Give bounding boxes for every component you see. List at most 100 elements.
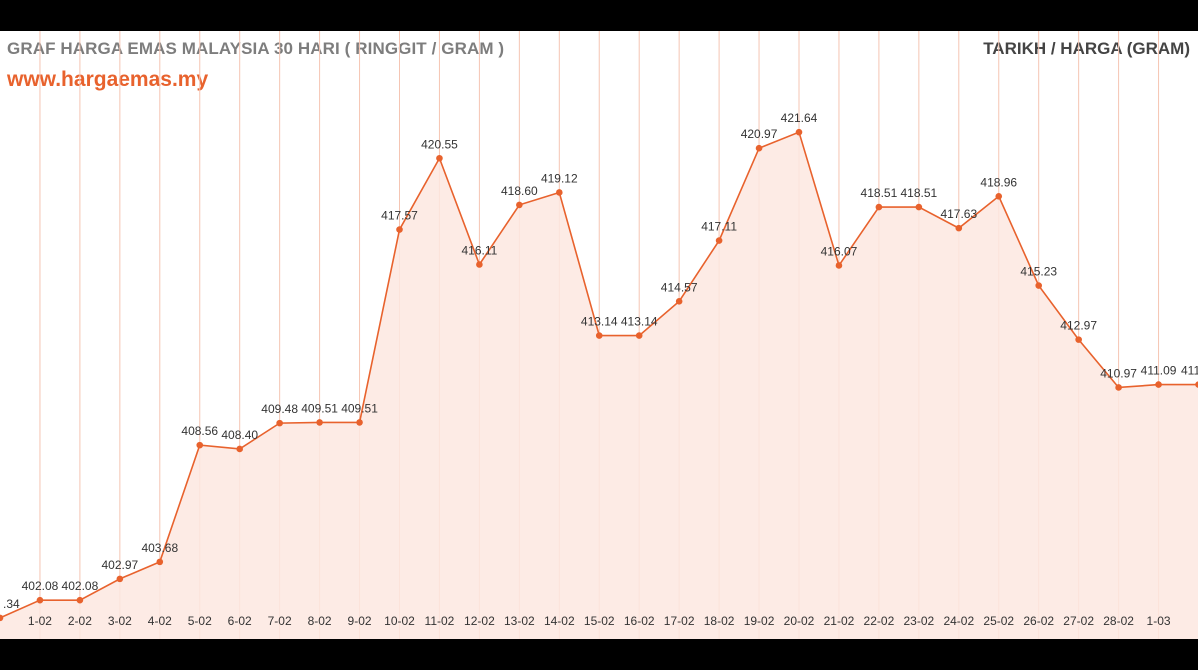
data-label: 413.14 (621, 315, 658, 329)
x-tick-label: 2-02 (68, 614, 92, 628)
data-label: 402.08 (62, 579, 99, 593)
chart-title: GRAF HARGA EMAS MALAYSIA 30 HARI ( RINGG… (7, 39, 505, 58)
data-label: 418.51 (861, 186, 898, 200)
data-point (196, 441, 204, 449)
data-label: 402.97 (101, 558, 138, 572)
data-point (76, 596, 84, 604)
data-point (556, 189, 563, 196)
data-point (396, 226, 403, 233)
data-point (316, 419, 323, 426)
x-tick-label: 22-02 (864, 614, 895, 628)
data-point (116, 575, 124, 583)
x-tick-label: 8-02 (308, 614, 332, 628)
data-label: 420.97 (741, 127, 778, 141)
data-point (835, 262, 843, 269)
x-tick-label: 10-02 (384, 614, 415, 628)
data-point (675, 298, 683, 305)
data-point (36, 596, 44, 604)
x-tick-label: 5-02 (188, 614, 212, 628)
x-tick-label: 26-02 (1023, 614, 1054, 628)
x-tick-label: 25-02 (983, 614, 1014, 628)
data-label: 418.96 (980, 175, 1017, 189)
data-label: 417.57 (381, 209, 418, 223)
data-point (516, 201, 523, 209)
data-label: 421.64 (781, 111, 818, 125)
data-point (635, 332, 643, 339)
data-label: 410.97 (1100, 366, 1137, 380)
data-point (755, 144, 763, 152)
data-label: 409.48 (261, 402, 298, 416)
data-label: 416.07 (821, 244, 858, 258)
area-fill (0, 132, 1198, 639)
x-tick-label: 4-02 (148, 614, 172, 628)
x-tick-label: 15-02 (584, 614, 615, 628)
data-point (156, 558, 164, 566)
x-tick-label: 7-02 (268, 614, 292, 628)
x-tick-label: 18-02 (704, 614, 735, 628)
data-point (1155, 381, 1162, 388)
x-tick-label: 19-02 (744, 614, 775, 628)
data-label: 417.63 (940, 207, 977, 221)
x-tick-label: 12-02 (464, 614, 495, 628)
data-point (995, 193, 1003, 200)
data-point (915, 203, 923, 211)
data-label: 415.23 (1020, 265, 1057, 279)
x-axis-ticks: 1-02 2-02 3-02 4-02 5-02 6-02 7-02 8-02 9-02 10-0… (28, 614, 1171, 628)
chart-legend: TARIKH / HARGA (GRAM) (983, 39, 1190, 58)
x-tick-label: 1-02 (28, 614, 52, 628)
x-tick-label: 17-02 (664, 614, 695, 628)
data-point (1035, 282, 1042, 289)
x-tick-label: 20-02 (784, 614, 815, 628)
data-label: 412.97 (1060, 319, 1097, 333)
x-tick-label: 23-02 (903, 614, 934, 628)
data-label: 408.40 (221, 428, 258, 442)
x-tick-label: 3-02 (108, 614, 132, 628)
x-tick-label: 24-02 (943, 614, 974, 628)
data-point (795, 128, 803, 136)
x-tick-label: 13-02 (504, 614, 535, 628)
data-label: 402.08 (22, 579, 59, 593)
x-tick-label: 27-02 (1063, 614, 1094, 628)
x-tick-label: 1-03 (1147, 614, 1171, 628)
data-label: .34 (3, 597, 20, 611)
x-tick-label: 21-02 (824, 614, 855, 628)
data-point (0, 614, 4, 622)
x-tick-label: 11-02 (425, 614, 455, 628)
data-point (476, 261, 483, 268)
x-tick-label: 14-02 (544, 614, 575, 628)
data-point (1115, 384, 1122, 391)
data-label: 413.14 (581, 315, 618, 329)
x-tick-label: 28-02 (1103, 614, 1134, 628)
data-label: 409.51 (341, 401, 378, 415)
data-label: 409.51 (301, 401, 338, 415)
data-point (875, 203, 883, 211)
data-label: 417.11 (701, 220, 737, 234)
data-point (955, 224, 963, 232)
data-point (1075, 336, 1082, 343)
data-label: 416.11 (461, 243, 497, 257)
data-label: 418.51 (900, 186, 937, 200)
data-point (236, 445, 243, 453)
data-label: 418.60 (501, 184, 538, 198)
x-tick-label: 9-02 (348, 614, 372, 628)
data-point (1195, 381, 1198, 388)
chart-frame: GRAF HARGA EMAS MALAYSIA 30 HARI ( RINGG… (0, 31, 1198, 639)
data-point (595, 332, 603, 339)
data-label: 408.56 (181, 424, 218, 438)
data-point (715, 237, 723, 244)
data-label: 411 (1181, 364, 1198, 378)
site-link[interactable]: www.hargaemas.my (7, 68, 209, 91)
x-tick-label: 16-02 (624, 614, 655, 628)
data-label: 411.09 (1141, 364, 1177, 378)
data-label: 420.55 (421, 137, 458, 151)
x-tick-label: 6-02 (228, 614, 252, 628)
data-label: 414.57 (661, 280, 698, 294)
data-point (356, 419, 363, 426)
data-label: 419.12 (541, 171, 578, 185)
data-point (276, 419, 283, 427)
data-points (0, 128, 1198, 622)
data-label: 403.68 (141, 541, 178, 555)
data-point (436, 154, 443, 162)
